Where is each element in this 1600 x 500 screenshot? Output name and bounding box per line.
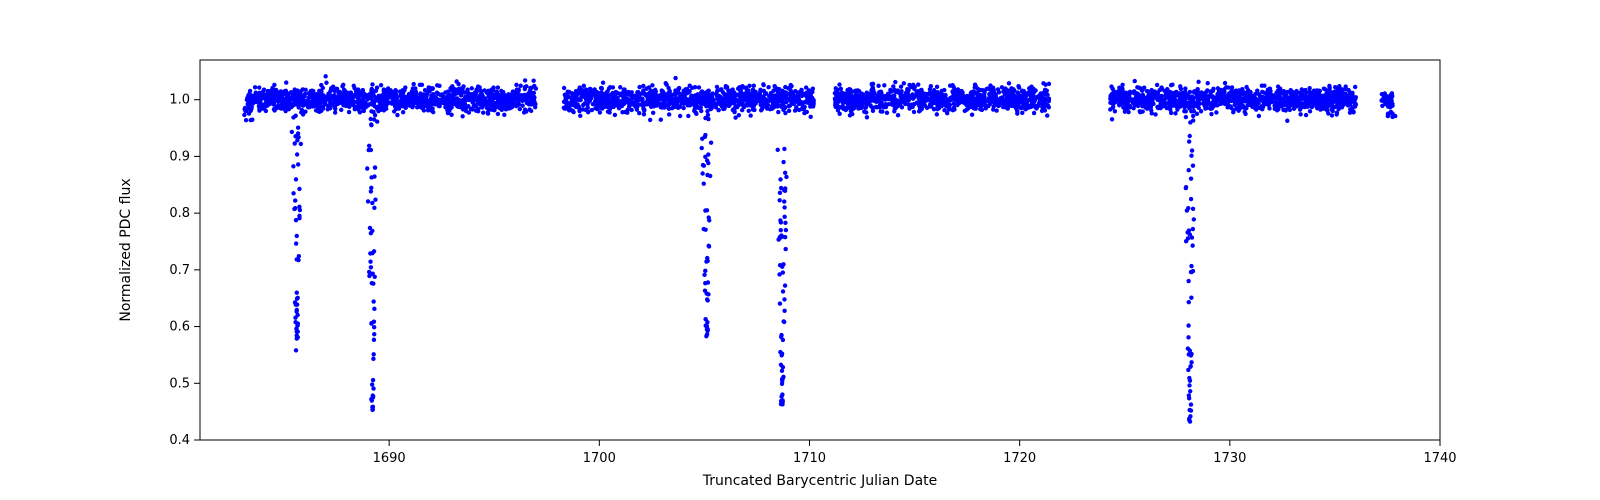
light-curve-chart: 1690 1700 1710 1720 1730 1740 0.4 0.5 0.6 0.7 0.8 0… bbox=[0, 0, 1600, 500]
x-tick-label: 1700 bbox=[583, 451, 616, 466]
chart-svg: 1690 1700 1710 1720 1730 1740 0.4 0.5 0.6 0.7 0.8 0… bbox=[0, 0, 1600, 500]
y-tick-label: 0.8 bbox=[169, 206, 190, 221]
y-tick-label: 0.9 bbox=[169, 149, 190, 164]
y-tick-label: 1.0 bbox=[169, 93, 190, 108]
plot-frame bbox=[200, 60, 1440, 440]
x-axis-label: Truncated Barycentric Julian Date bbox=[702, 473, 938, 489]
y-tick-label: 0.5 bbox=[169, 376, 190, 391]
x-tick-label: 1730 bbox=[1213, 451, 1246, 466]
y-axis-label: Normalized PDC flux bbox=[118, 178, 134, 321]
y-tick-label: 0.4 bbox=[169, 433, 190, 448]
y-tick-label: 0.7 bbox=[169, 263, 190, 278]
x-tick-label: 1710 bbox=[793, 451, 826, 466]
x-tick-label: 1740 bbox=[1423, 451, 1456, 466]
x-tick-label: 1720 bbox=[1003, 451, 1036, 466]
scatter-series bbox=[242, 74, 1397, 424]
x-tick-label: 1690 bbox=[373, 451, 406, 466]
y-tick-label: 0.6 bbox=[169, 320, 190, 335]
